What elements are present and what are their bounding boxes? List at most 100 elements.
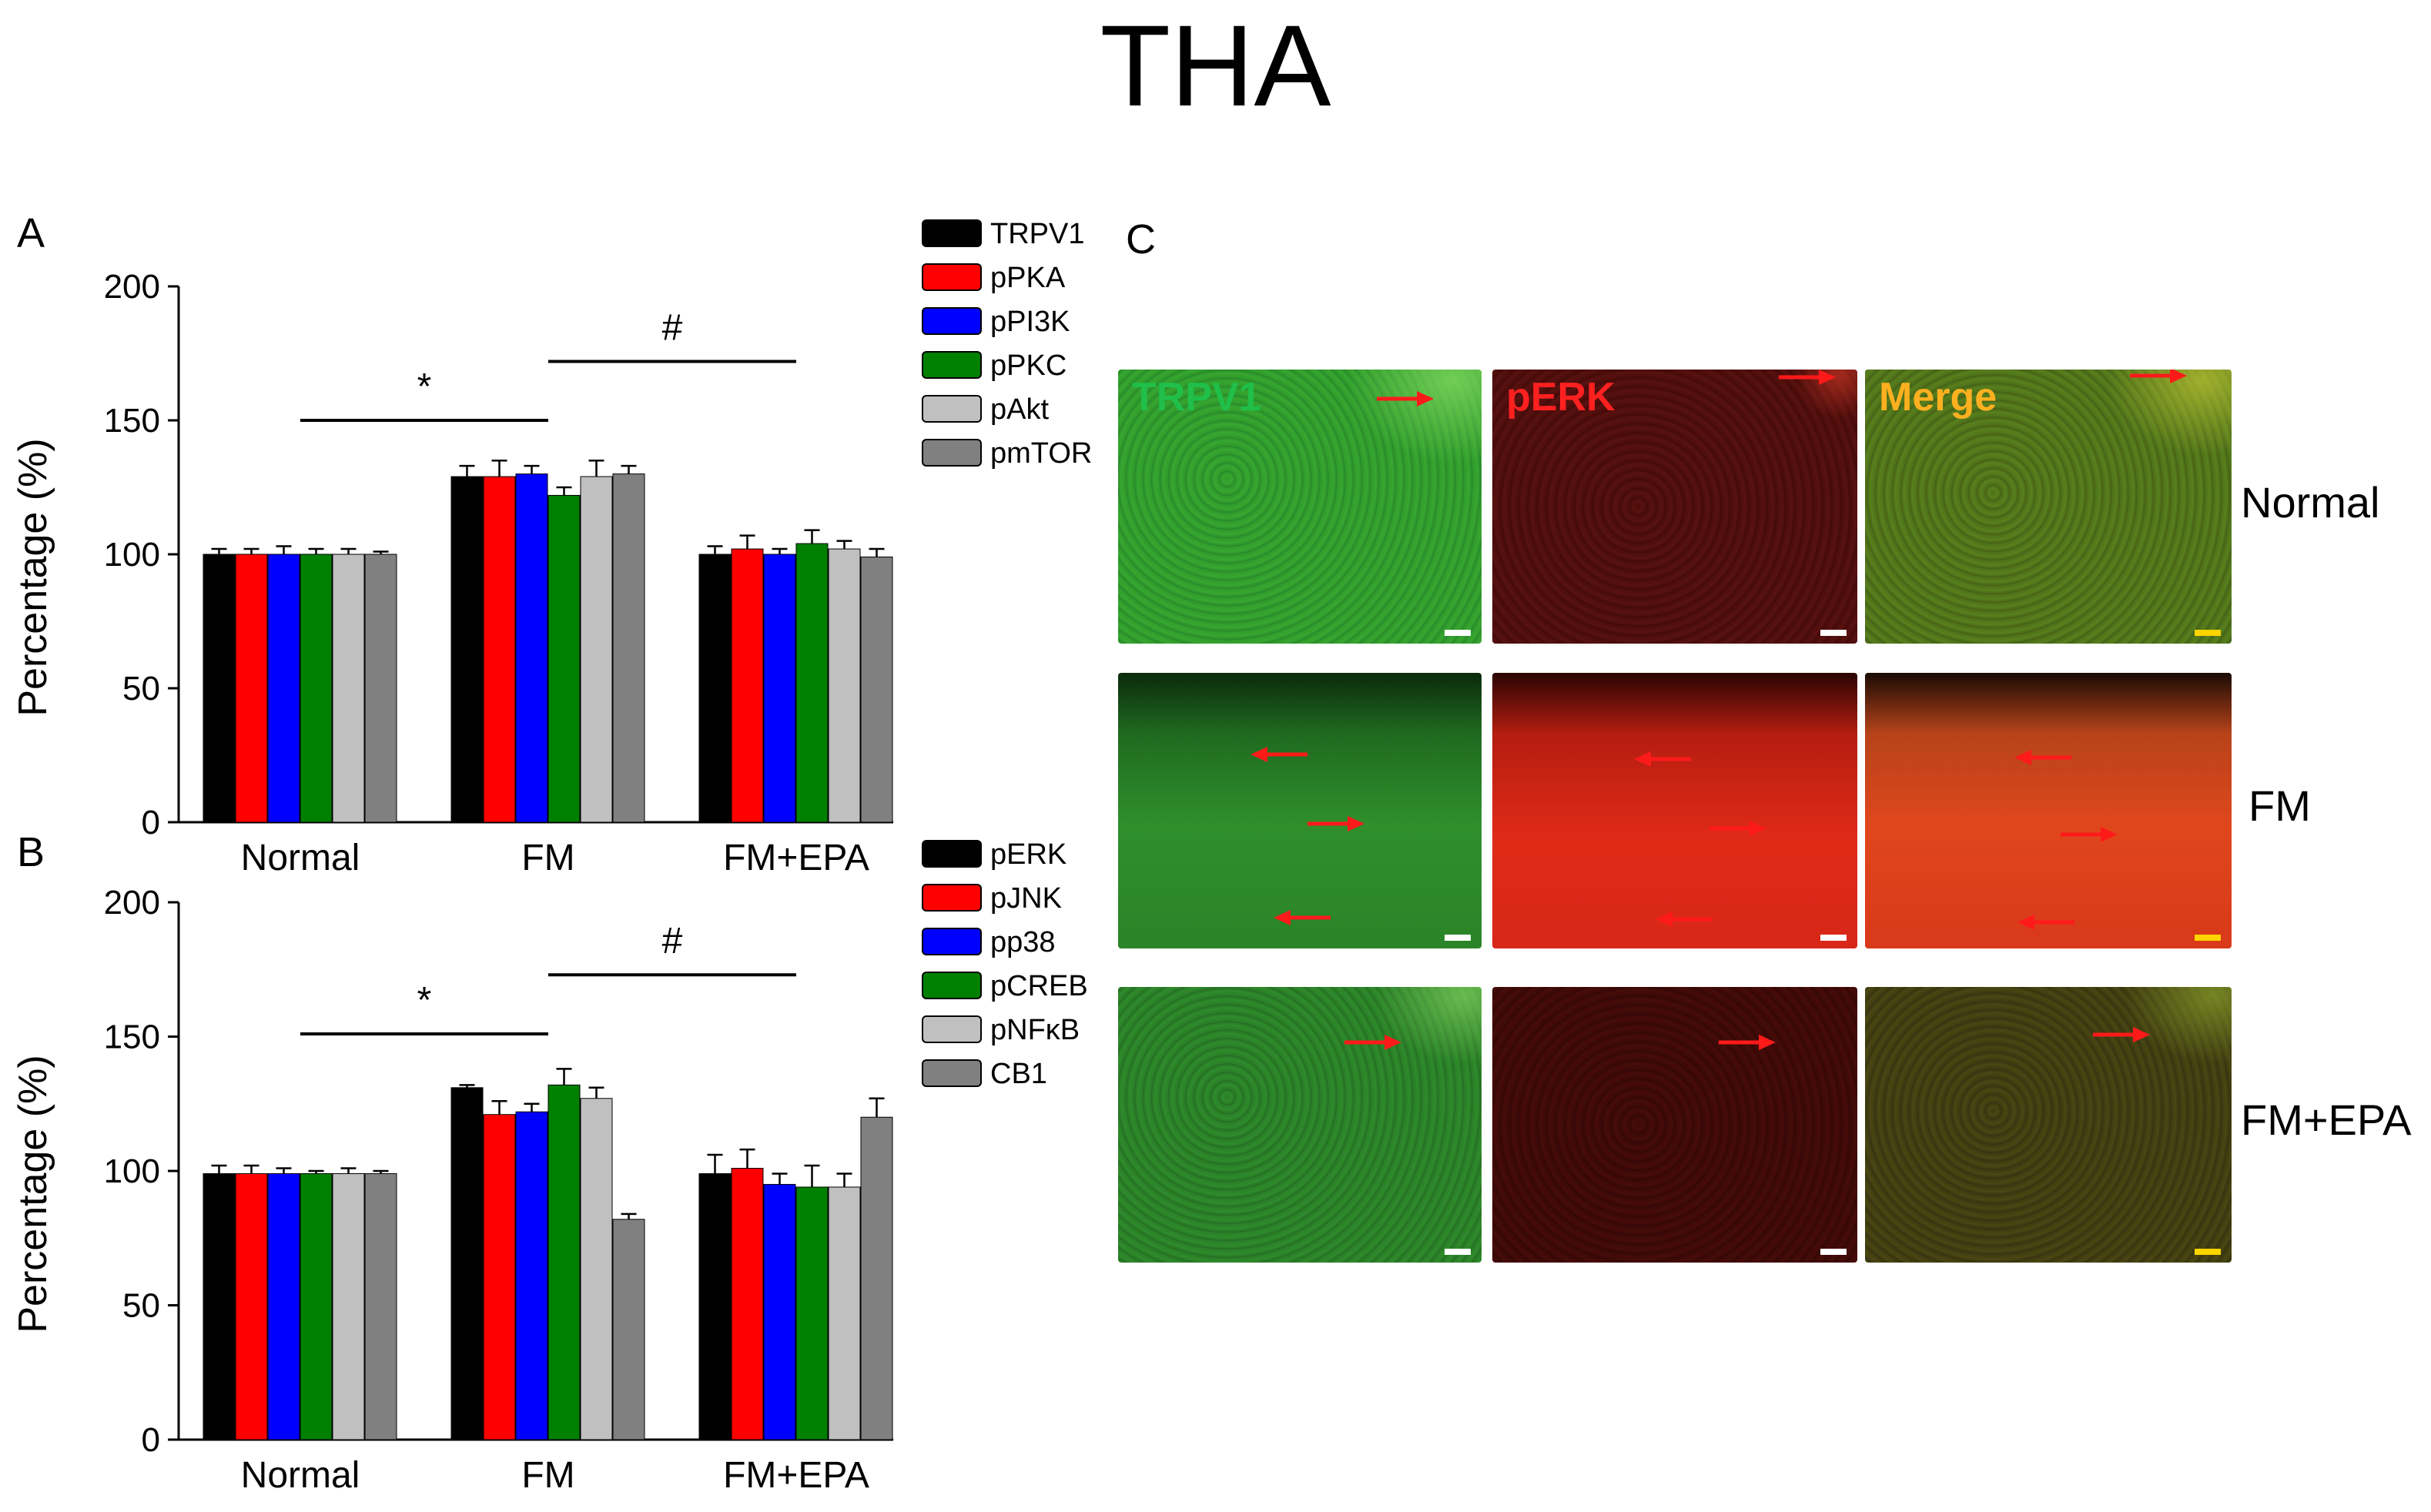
chart-a-legend-swatch xyxy=(922,307,982,335)
chart-a-legend-label: pPI3K xyxy=(990,306,1070,338)
chart-b-x-tick-label: FM xyxy=(521,1455,574,1496)
red-arrow-icon xyxy=(2093,1027,2150,1042)
red-arrow-icon xyxy=(1274,910,1331,925)
red-arrow-icon xyxy=(2061,827,2118,842)
chart-b-bar xyxy=(364,1172,397,1440)
red-arrow-icon xyxy=(1709,821,1766,836)
chart-b-bar xyxy=(795,1186,829,1440)
red-arrow-icon xyxy=(2130,370,2187,383)
red-arrow-icon xyxy=(2017,915,2074,930)
chart-b-legend-label: pp38 xyxy=(990,926,1056,958)
chart-a-y-tick-label: 100 xyxy=(104,536,160,574)
chart-b-legend-swatch xyxy=(922,840,982,868)
chart-b-significance-mark: # xyxy=(662,921,683,962)
chart-a-bar xyxy=(795,543,829,823)
chart-b-legend-swatch xyxy=(922,1015,982,1043)
micrograph-fm-epa-merge xyxy=(1865,987,2232,1263)
chart-b-bar xyxy=(731,1168,764,1440)
red-arrow-icon xyxy=(1251,747,1308,762)
micrograph-row-label: Normal xyxy=(2241,478,2380,527)
micrograph-normal-perk: pERK xyxy=(1492,370,1857,644)
chart-b-bar xyxy=(612,1219,645,1440)
chart-b-bar xyxy=(698,1172,732,1440)
chart-a-bar xyxy=(698,554,732,823)
micrograph-column-label: TRPV1 xyxy=(1132,375,1261,420)
chart-b-legend-label: pERK xyxy=(990,838,1066,871)
chart-a-bar xyxy=(860,556,893,823)
chart-a-legend-label: pmTOR xyxy=(990,437,1092,470)
scale-bar xyxy=(1820,935,1847,941)
red-arrow-icon xyxy=(1779,370,1836,385)
chart-a-bar xyxy=(612,473,645,823)
chart-b-y-axis-label: Percentage (%) xyxy=(11,1055,55,1333)
chart-b-legend-swatch xyxy=(922,972,982,999)
scale-bar xyxy=(2195,935,2221,941)
red-arrow-icon xyxy=(1719,1035,1776,1050)
chart-a-bar xyxy=(828,548,861,823)
figure-title: THA xyxy=(1100,1,1331,130)
chart-b-bar xyxy=(828,1186,861,1440)
chart-b-legend-label: pNFκB xyxy=(990,1014,1080,1046)
chart-b-bar xyxy=(300,1172,333,1440)
chart-b-bar xyxy=(763,1183,796,1440)
chart-a-bar xyxy=(235,554,268,823)
micrograph-fm-trpv1 xyxy=(1118,673,1482,948)
chart-a-bar xyxy=(267,554,300,823)
red-arrow-icon xyxy=(1377,391,1434,406)
chart-b-legend-swatch xyxy=(922,1059,982,1087)
chart-a-bar xyxy=(450,476,484,823)
chart-a-x-tick-label: FM xyxy=(521,838,574,878)
chart-a-y-tick-label: 200 xyxy=(104,268,160,306)
chart-b-bar xyxy=(203,1172,236,1440)
micrograph-normal-trpv1: TRPV1 xyxy=(1118,370,1482,644)
chart-b-significance-mark: * xyxy=(417,980,432,1021)
chart-b-bar xyxy=(267,1172,300,1440)
micrograph-fm-merge xyxy=(1865,673,2232,948)
chart-a-bar xyxy=(515,473,548,823)
panel-letter-b: B xyxy=(17,829,45,875)
micrograph-column-label: Merge xyxy=(1879,375,1997,420)
chart-b-legend-label: pCREB xyxy=(990,970,1088,1002)
chart-b-legend-label: CB1 xyxy=(990,1058,1047,1090)
micrograph-normal-merge: Merge xyxy=(1865,370,2232,644)
chart-b-bar xyxy=(483,1114,516,1440)
scale-bar xyxy=(1820,630,1847,636)
chart-a-bar xyxy=(483,476,516,823)
chart-a-legend-swatch xyxy=(922,263,982,291)
chart-b-bar xyxy=(860,1116,893,1440)
chart-a-legend-swatch xyxy=(922,351,982,379)
scale-bar xyxy=(2195,630,2221,636)
scale-bar xyxy=(1445,1249,1471,1255)
chart-b-bar xyxy=(235,1172,268,1440)
chart-b-x-tick-label: Normal xyxy=(241,1455,360,1496)
chart-a-legend-label: pPKC xyxy=(990,350,1066,382)
chart-b-bar xyxy=(580,1098,613,1440)
chart-a-y-axis-label: Percentage (%) xyxy=(11,438,55,716)
scale-bar xyxy=(1820,1249,1847,1255)
micrograph-fm-perk xyxy=(1492,673,1857,948)
chart-a-legend-swatch xyxy=(922,395,982,423)
chart-b-x-tick-label: FM+EPA xyxy=(723,1455,869,1496)
chart-b-y-tick-label: 0 xyxy=(142,1421,160,1459)
panel-letter-c: C xyxy=(1126,216,1156,263)
chart-a-significance-mark: # xyxy=(662,307,683,348)
chart-b-y-tick-label: 150 xyxy=(104,1019,160,1056)
micrograph-fm-epa-trpv1 xyxy=(1118,987,1482,1263)
chart-a-legend-label: pPKA xyxy=(990,262,1066,294)
red-arrow-icon xyxy=(1308,816,1365,831)
micrograph-row-label: FM+EPA xyxy=(2241,1096,2412,1144)
chart-b-bar xyxy=(332,1172,365,1440)
chart-a-y-tick-label: 50 xyxy=(122,670,160,707)
chart-a-bar xyxy=(763,554,796,823)
chart-a-bar xyxy=(332,554,365,823)
chart-b-bar xyxy=(515,1111,548,1440)
chart-a-x-tick-label: FM+EPA xyxy=(723,838,869,878)
chart-b-bar xyxy=(450,1087,484,1440)
chart-b-y-tick-label: 50 xyxy=(122,1287,160,1325)
red-arrow-icon xyxy=(1344,1035,1401,1050)
chart-a-significance-mark: * xyxy=(417,366,432,407)
chart-a-legend-label: pAkt xyxy=(990,393,1049,426)
red-arrow-icon xyxy=(2014,750,2071,765)
micrograph-row-label: FM xyxy=(2249,781,2311,830)
